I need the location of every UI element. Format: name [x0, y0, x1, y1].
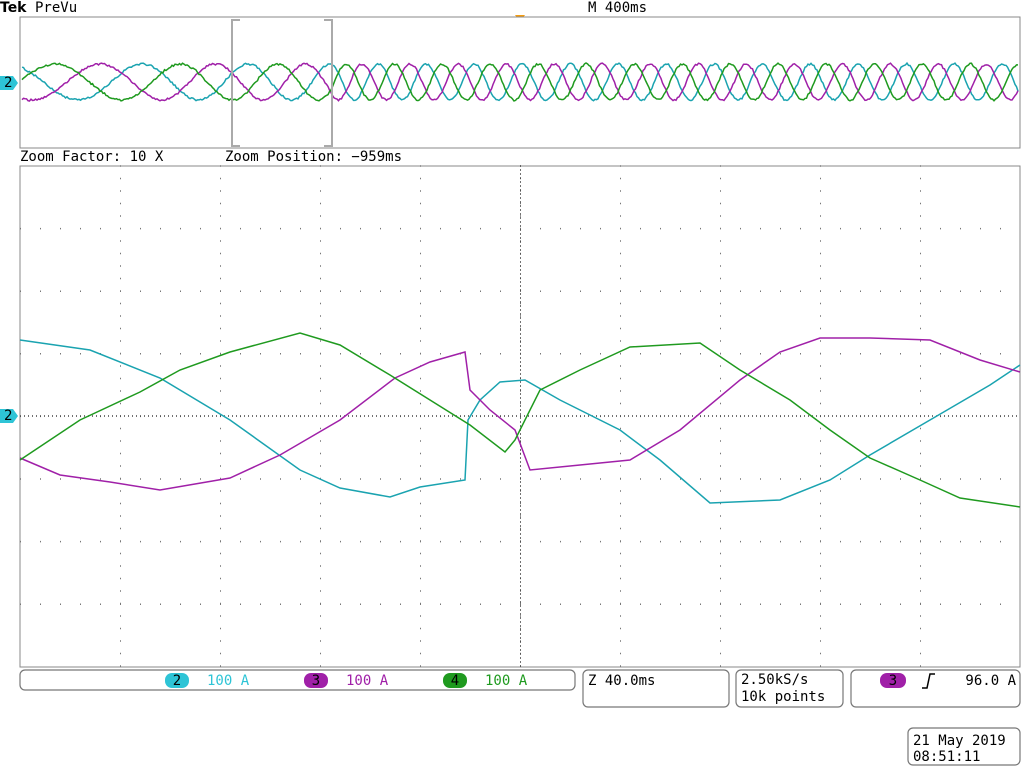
ch2-number: 2 [173, 673, 181, 689]
sample-rate: 2.50kS/s [741, 672, 808, 688]
brand: Tek [0, 0, 27, 16]
ch3-number: 3 [312, 673, 320, 689]
date: 21 May 2019 [913, 733, 1006, 749]
zoom-factor: Zoom Factor: 10 X [20, 149, 164, 165]
time: 08:51:11 [913, 749, 980, 765]
ch4-scale: 100 A [485, 673, 528, 689]
ch2-scale: 100 A [207, 673, 250, 689]
zoom-time: Z 40.0ms [588, 673, 655, 689]
record-length: 10k points [741, 689, 825, 705]
ch3-scale: 100 A [346, 673, 389, 689]
ch4-number: 4 [451, 673, 459, 689]
mode: PreVu [35, 0, 77, 16]
overview-marker-label: 2 [4, 75, 12, 91]
trigger-channel: 3 [889, 673, 897, 689]
trigger-level: 96.0 A [965, 673, 1016, 689]
zoom-position: Zoom Position: −959ms [225, 149, 402, 165]
timebase: M 400ms [588, 0, 647, 16]
main-marker-label: 2 [4, 408, 12, 424]
